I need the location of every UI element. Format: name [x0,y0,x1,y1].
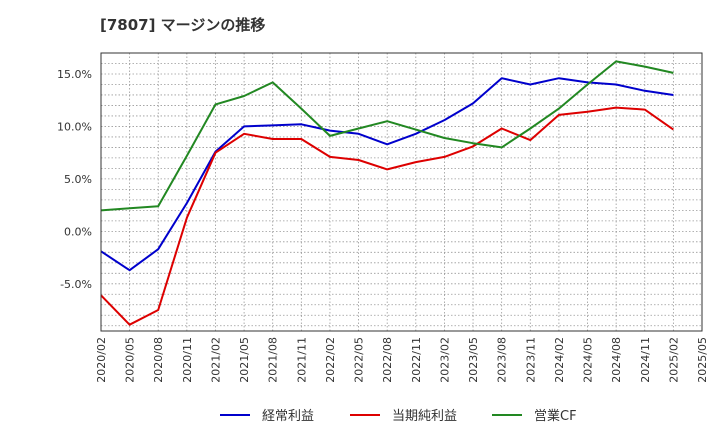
x-tick-label: 2020/02 [95,337,108,383]
x-tick-label: 2021/05 [238,337,251,383]
x-tick-label: 2022/11 [410,337,423,383]
x-tick-label: 2023/08 [496,337,509,383]
x-tick-label: 2021/11 [295,337,308,383]
series-line [100,60,674,212]
x-tick-label: 2025/02 [667,337,680,383]
x-tick-label: 2022/05 [353,337,366,383]
y-tick-label: 10.0% [57,120,92,133]
plot-area-border [100,52,703,332]
legend: 経常利益 当期純利益 営業CF [220,408,577,424]
series-line [100,77,674,272]
x-tick-label: 2020/08 [152,337,165,383]
x-tick-label: 2025/05 [696,337,709,383]
x-axis-ticks: 2020/02 2020/05 2020/08 2020/11 2021/02 2021/… [95,337,709,383]
legend-label: 営業CF [534,408,577,424]
x-tick-label: 2024/02 [553,337,566,383]
y-tick-label: 0.0% [64,225,92,238]
x-tick-label: 2022/02 [324,337,337,383]
x-tick-label: 2024/11 [639,337,652,383]
y-tick-label: -5.0% [60,278,92,291]
x-tick-label: 2020/11 [181,337,194,383]
x-tick-label: 2023/02 [438,337,451,383]
x-tick-label: 2021/02 [209,337,222,383]
legend-label: 経常利益 [262,409,314,424]
x-tick-label: 2020/05 [124,337,137,383]
x-tick-label: 2023/05 [467,337,480,383]
y-tick-label: 5.0% [64,173,92,186]
y-tick-label: 15.0% [57,68,92,81]
x-tick-label: 2024/08 [610,337,623,383]
legend-label: 当期純利益 [392,409,457,424]
series-line [100,106,674,326]
series-lines [100,60,674,326]
x-tick-label: 2024/05 [582,337,595,383]
grid-lines [101,52,702,331]
x-tick-label: 2023/11 [524,337,537,383]
x-tick-label: 2022/08 [381,337,394,383]
x-tick-label: 2021/08 [267,337,280,383]
chart-title: [7807] マージンの推移 [100,16,266,34]
y-axis-ticks: 15.0% 10.0% 5.0% 0.0% -5.0% [57,68,92,291]
